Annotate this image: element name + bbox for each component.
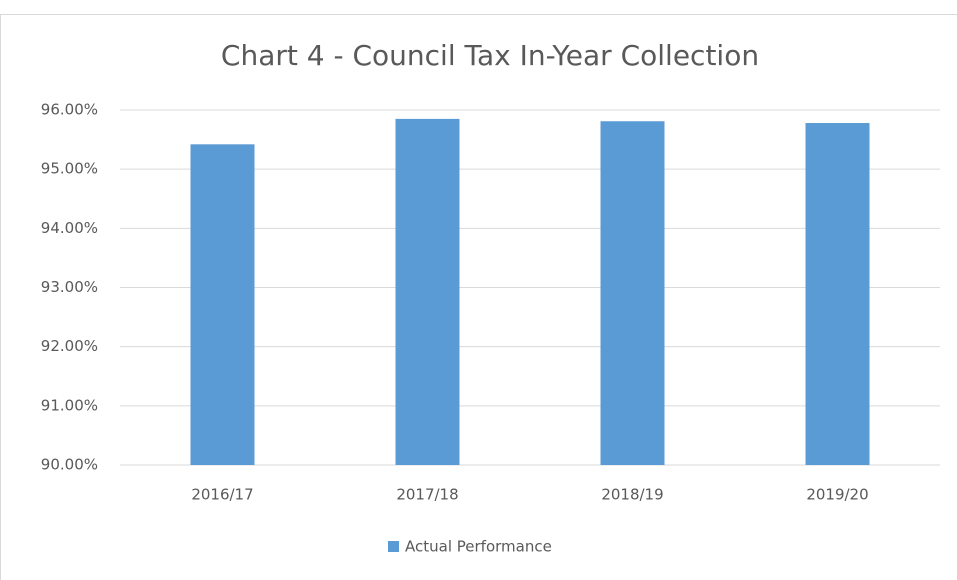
legend-swatch [388, 541, 399, 552]
y-tick-label: 94.00% [41, 219, 98, 237]
legend-label: Actual Performance [405, 538, 552, 556]
bar [805, 123, 870, 466]
x-tick-label: 2019/20 [806, 486, 868, 504]
x-tick-label: 2018/19 [601, 486, 663, 504]
chart-title: Chart 4 - Council Tax In-Year Collection [221, 39, 759, 72]
y-tick-label: 91.00% [41, 396, 98, 414]
y-tick-label: 92.00% [41, 337, 98, 355]
y-tick-label: 90.00% [41, 456, 98, 474]
bar [600, 121, 665, 465]
bar [190, 144, 255, 466]
bar [395, 118, 460, 465]
y-tick-label: 93.00% [41, 278, 98, 296]
y-tick-label: 95.00% [41, 160, 98, 178]
x-tick-label: 2016/17 [191, 486, 253, 504]
y-tick-label: 96.00% [41, 101, 98, 119]
chart-frame [0, 14, 957, 580]
x-tick-label: 2017/18 [396, 486, 458, 504]
